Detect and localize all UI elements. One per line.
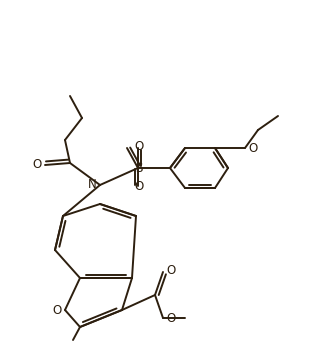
Text: O: O	[135, 140, 144, 154]
Text: O: O	[248, 141, 258, 154]
Text: O: O	[32, 159, 42, 172]
Text: O: O	[166, 312, 176, 324]
Text: O: O	[52, 304, 62, 317]
Text: O: O	[166, 265, 176, 278]
Text: S: S	[135, 162, 143, 175]
Text: O: O	[135, 181, 144, 194]
Text: N: N	[88, 178, 96, 191]
